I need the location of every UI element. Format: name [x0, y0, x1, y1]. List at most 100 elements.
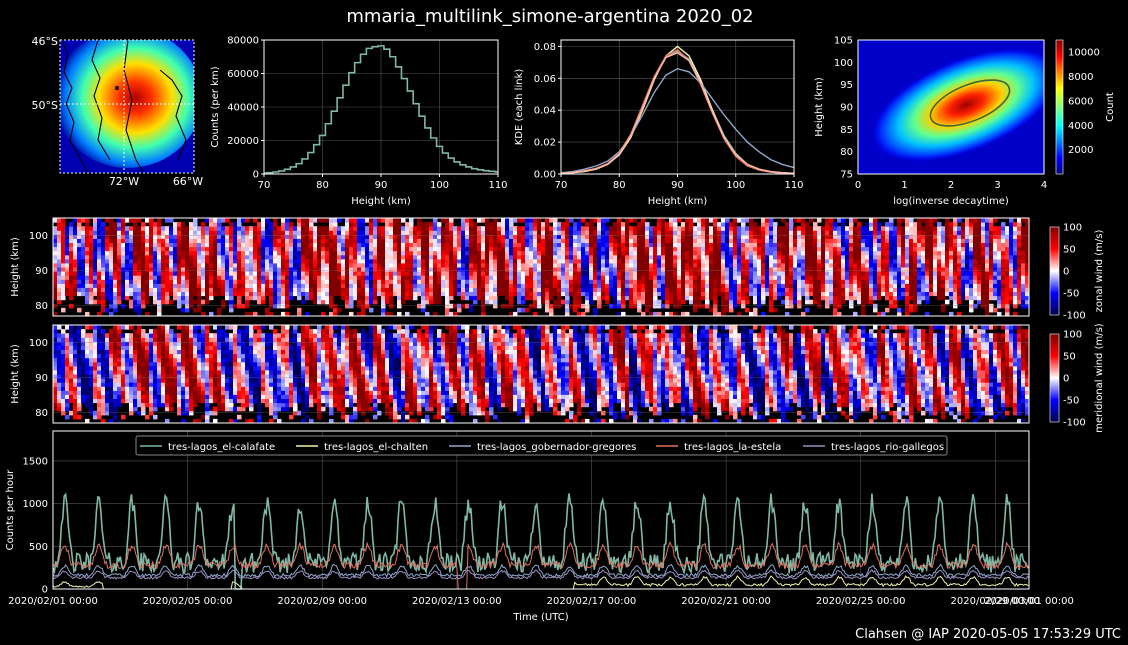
- wind-cell: [105, 283, 110, 288]
- wind-cell: [833, 295, 838, 301]
- wind-cell: [881, 258, 886, 264]
- wind-cell: [901, 271, 906, 276]
- wind-cell: [629, 226, 634, 231]
- wind-cell: [753, 287, 758, 292]
- wind-cell: [373, 291, 378, 297]
- wind-cell: [793, 258, 798, 264]
- wind-cell: [629, 250, 634, 256]
- wind-cell: [369, 242, 374, 248]
- wind-cell: [125, 238, 130, 243]
- wind-cell: [529, 267, 534, 272]
- wind-cell: [913, 299, 918, 305]
- wind-cell: [813, 234, 818, 239]
- wind-cell: [469, 258, 474, 264]
- wind-cell: [481, 250, 486, 256]
- wind-cell: [265, 283, 270, 288]
- wind-cell: [969, 303, 974, 309]
- wind-cell: [877, 246, 882, 252]
- wind-cell: [629, 291, 634, 297]
- wind-cell: [113, 238, 118, 243]
- wind-cell: [477, 279, 482, 284]
- wind-cell: [637, 246, 642, 252]
- wind-cell: [913, 246, 918, 252]
- wind-cell: [977, 262, 982, 268]
- wind-cell: [429, 267, 434, 272]
- wind-cell: [365, 226, 370, 231]
- wind-cell: [237, 291, 242, 297]
- wind-cell: [89, 226, 94, 231]
- wind-cell: [201, 275, 206, 280]
- wind-cell: [845, 226, 850, 231]
- wind-cell: [889, 283, 894, 288]
- wind-cell: [77, 258, 82, 264]
- wind-cell: [165, 246, 170, 252]
- wind-cell: [825, 295, 830, 301]
- wind-cell: [885, 262, 890, 268]
- wind-cell: [349, 299, 354, 305]
- wind-cell: [137, 295, 142, 301]
- wind-cell: [953, 295, 958, 301]
- wind-cell: [693, 299, 698, 305]
- wind-cell: [833, 250, 838, 256]
- wind-cell: [77, 226, 82, 231]
- wind-cell: [205, 218, 210, 223]
- wind-cell: [373, 275, 378, 280]
- wind-cell: [953, 250, 958, 256]
- wind-cell: [913, 271, 918, 276]
- wind-cell: [501, 271, 506, 276]
- wind-cell: [613, 275, 618, 280]
- wind-cell: [553, 275, 558, 280]
- wind-cell: [957, 291, 962, 297]
- wind-cell: [285, 262, 290, 268]
- wind-cell: [345, 271, 350, 276]
- wind-cell: [377, 230, 382, 235]
- wind-cell: [965, 222, 970, 227]
- wind-cell: [941, 279, 946, 284]
- wind-cell: [349, 258, 354, 264]
- wind-cell: [397, 242, 402, 248]
- wind-cell: [721, 262, 726, 268]
- wind-cell: [177, 254, 182, 260]
- wind-cell: [657, 262, 662, 268]
- wind-cell: [269, 238, 274, 243]
- wind-cell: [665, 311, 670, 317]
- y-tick-label: 85: [840, 125, 853, 136]
- wind-cell: [589, 275, 594, 280]
- wind-cell: [801, 226, 806, 231]
- wind-cell: [93, 262, 98, 268]
- wind-cell: [325, 267, 330, 272]
- wind-cell: [357, 246, 362, 252]
- wind-cell: [341, 287, 346, 292]
- wind-cell: [953, 299, 958, 305]
- wind-cell: [469, 238, 474, 243]
- wind-cell: [101, 226, 106, 231]
- wind-cell: [949, 242, 954, 248]
- wind-cell: [137, 303, 142, 309]
- wind-cell: [917, 230, 922, 235]
- wind-cell: [569, 238, 574, 243]
- wind-cell: [725, 271, 730, 276]
- wind-cell: [737, 234, 742, 239]
- wind-cell: [789, 246, 794, 252]
- wind-cell: [601, 291, 606, 297]
- wind-cell: [477, 291, 482, 297]
- wind-cell: [381, 234, 386, 239]
- wind-cell: [493, 291, 498, 297]
- wind-cell: [437, 295, 442, 301]
- wind-cell: [349, 242, 354, 248]
- wind-cell: [817, 246, 822, 252]
- wind-cell: [873, 222, 878, 227]
- wind-cell: [681, 258, 686, 264]
- wind-cell: [133, 250, 138, 256]
- wind-cell: [329, 299, 334, 305]
- wind-cell: [265, 258, 270, 264]
- wind-cell: [549, 311, 554, 317]
- wind-cell: [133, 271, 138, 276]
- wind-cell: [917, 283, 922, 288]
- wind-cell: [677, 238, 682, 243]
- wind-cell: [981, 234, 986, 239]
- wind-cell: [697, 295, 702, 301]
- wind-cell: [249, 295, 254, 301]
- wind-cell: [313, 218, 318, 223]
- wind-cell: [965, 254, 970, 260]
